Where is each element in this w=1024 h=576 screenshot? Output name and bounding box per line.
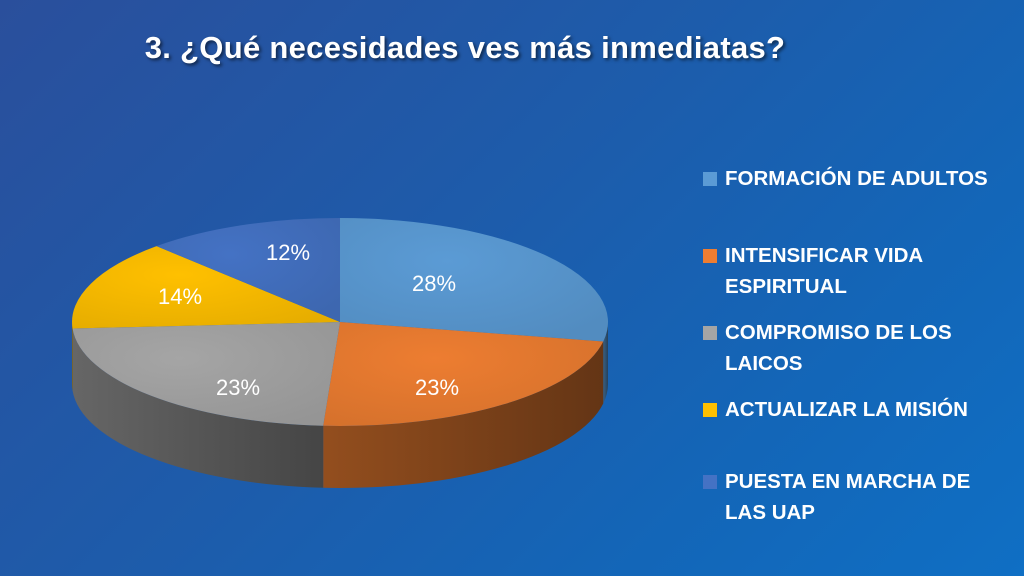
- pie-side-intensificar: [323, 341, 604, 488]
- pie-slice-actualizar: [72, 246, 341, 329]
- pie-side-actualizar: [72, 322, 73, 391]
- data-label-actualizar: 14%: [158, 284, 202, 309]
- legend-label: FORMACIÓN DE ADULTOS: [725, 167, 988, 190]
- data-label-intensificar: 23%: [415, 375, 459, 400]
- legend-item-uap: PUESTA EN MARCHA DE LAS UAP: [703, 466, 1003, 528]
- pie-slice-formacion: [340, 218, 608, 342]
- data-label-formacion: 28%: [412, 271, 456, 296]
- legend-item-actualizar: ACTUALIZAR LA MISIÓN: [703, 394, 1003, 466]
- legend-item-compromiso: COMPROMISO DE LOS LAICOS: [703, 317, 1003, 394]
- data-label-uap: 12%: [266, 240, 310, 265]
- legend-label: COMPROMISO DE LOS LAICOS: [725, 321, 952, 375]
- legend-swatch: [703, 403, 717, 417]
- legend-swatch: [703, 249, 717, 263]
- legend-item-intensificar: INTENSIFICAR VIDA ESPIRITUAL: [703, 240, 1003, 317]
- legend-swatch: [703, 326, 717, 340]
- chart-legend: FORMACIÓN DE ADULTOS INTENSIFICAR VIDA E…: [703, 163, 1003, 528]
- pie-slice-uap: [156, 218, 340, 322]
- pie-side-compromiso: [72, 328, 324, 488]
- pie-slice-intensificar: [323, 322, 604, 426]
- legend-item-formacion: FORMACIÓN DE ADULTOS: [703, 163, 1003, 240]
- legend-label: INTENSIFICAR VIDA ESPIRITUAL: [725, 244, 923, 298]
- legend-label: PUESTA EN MARCHA DE LAS UAP: [725, 470, 971, 524]
- chart-title: 3. ¿Qué necesidades ves más inmediatas?: [144, 30, 786, 65]
- data-label-compromiso: 23%: [216, 375, 260, 400]
- legend-label: ACTUALIZAR LA MISIÓN: [725, 398, 968, 421]
- legend-swatch: [703, 475, 717, 489]
- pie-slice-compromiso: [72, 322, 340, 426]
- pie-side-formacion: [603, 322, 608, 404]
- legend-swatch: [703, 172, 717, 186]
